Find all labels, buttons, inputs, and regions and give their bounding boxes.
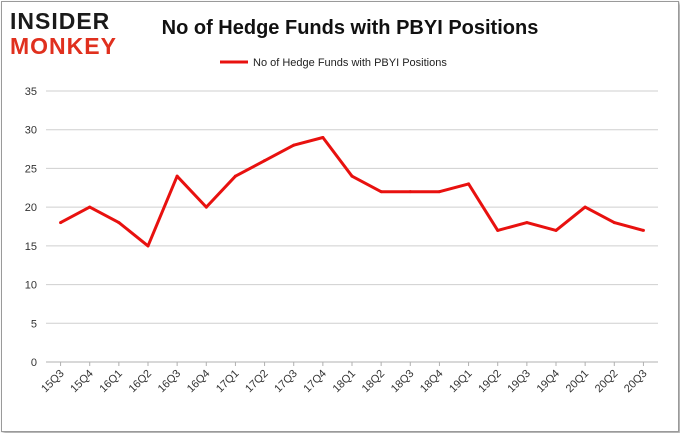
data-point bbox=[408, 190, 412, 194]
x-tick-label: 15Q3 bbox=[39, 368, 67, 396]
x-tick-label: 16Q1 bbox=[97, 368, 125, 396]
x-tick-label: 20Q2 bbox=[593, 368, 621, 396]
data-point bbox=[88, 205, 92, 209]
legend-label: No of Hedge Funds with PBYI Positions bbox=[253, 57, 447, 69]
data-point bbox=[496, 228, 500, 232]
data-point bbox=[292, 143, 296, 147]
data-point bbox=[233, 174, 237, 178]
x-tick-label: 20Q1 bbox=[564, 368, 592, 396]
data-point bbox=[117, 221, 121, 225]
data-point bbox=[146, 244, 150, 248]
y-tick-label: 5 bbox=[31, 318, 37, 330]
y-tick-label: 0 bbox=[31, 357, 37, 369]
y-tick-label: 25 bbox=[25, 163, 37, 175]
data-point bbox=[59, 221, 63, 225]
chart-title: No of Hedge Funds with PBYI Positions bbox=[161, 17, 539, 39]
data-point bbox=[612, 221, 616, 225]
x-tick-label: 18Q4 bbox=[418, 368, 446, 396]
data-point bbox=[467, 182, 471, 186]
data-point bbox=[321, 135, 325, 139]
grid-lines bbox=[46, 90, 658, 363]
legend: No of Hedge Funds with PBYI Positions bbox=[220, 57, 447, 69]
x-tick-label: 16Q4 bbox=[185, 368, 213, 396]
x-tick-label: 19Q2 bbox=[476, 368, 504, 396]
logo-line-2: MONKEY bbox=[10, 33, 117, 59]
data-point bbox=[583, 205, 587, 209]
x-tick-label: 20Q3 bbox=[622, 368, 650, 396]
x-tick-label: 15Q4 bbox=[68, 368, 96, 396]
y-tick-label: 10 bbox=[25, 280, 37, 292]
data-point bbox=[175, 174, 179, 178]
x-tick-label: 18Q2 bbox=[360, 368, 388, 396]
data-point bbox=[554, 228, 558, 232]
insider-monkey-logo: INSIDER MONKEY bbox=[10, 10, 132, 60]
data-point bbox=[263, 159, 267, 163]
series-group bbox=[59, 135, 645, 248]
data-point bbox=[525, 221, 529, 225]
x-tick-label: 19Q3 bbox=[505, 368, 533, 396]
x-tick-label: 17Q1 bbox=[214, 368, 242, 396]
y-tick-label: 15 bbox=[25, 241, 37, 253]
data-point bbox=[204, 205, 208, 209]
x-tick-label: 17Q4 bbox=[301, 368, 329, 396]
data-point bbox=[379, 190, 383, 194]
x-tick-label: 16Q2 bbox=[127, 368, 155, 396]
x-tick-label: 19Q4 bbox=[535, 368, 563, 396]
y-tick-label: 20 bbox=[25, 202, 37, 214]
data-point bbox=[437, 190, 441, 194]
x-tick-label: 16Q3 bbox=[156, 368, 184, 396]
y-axis-ticks: 0 5 10 15 20 25 30 35 bbox=[25, 86, 37, 369]
data-point bbox=[350, 174, 354, 178]
logo-line-1: INSIDER bbox=[10, 8, 111, 34]
x-tick-label: 19Q1 bbox=[447, 368, 475, 396]
x-tick-label: 17Q2 bbox=[243, 368, 271, 396]
data-point bbox=[641, 228, 645, 232]
y-tick-label: 30 bbox=[25, 125, 37, 137]
x-tick-label: 17Q3 bbox=[272, 368, 300, 396]
x-tick-label: 18Q1 bbox=[331, 368, 359, 396]
x-tick-label: 18Q3 bbox=[389, 368, 417, 396]
y-tick-label: 35 bbox=[25, 86, 37, 98]
x-axis-ticks: 15Q3 15Q4 16Q1 16Q2 16Q3 16Q4 17Q1 17Q2 17Q3 17Q4… bbox=[39, 362, 650, 396]
